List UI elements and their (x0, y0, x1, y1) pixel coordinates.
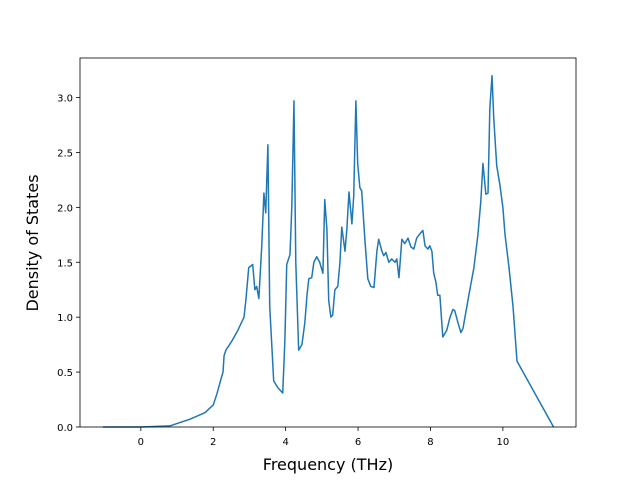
data-line (102, 74, 555, 428)
y-axis-label: Density of States (23, 174, 42, 311)
y-tick-label: 0.5 (57, 368, 73, 379)
x-tick-label: 4 (282, 437, 288, 448)
x-axis-label: Frequency (THz) (263, 455, 393, 474)
y-tick-label: 2.0 (57, 203, 73, 214)
y-tick-label: 1.5 (57, 258, 73, 269)
x-tick-label: 10 (496, 437, 509, 448)
x-tick-label: 6 (355, 437, 361, 448)
y-tick-label: 0.0 (57, 423, 73, 434)
x-tick-label: 0 (138, 437, 144, 448)
y-tick-label: 1.0 (57, 313, 73, 324)
plot-frame (79, 57, 577, 428)
y-tick-label: 3.0 (57, 94, 73, 105)
y-tick-label: 2.5 (57, 148, 73, 159)
x-tick-label: 8 (427, 437, 433, 448)
x-tick-label: 2 (210, 437, 216, 448)
